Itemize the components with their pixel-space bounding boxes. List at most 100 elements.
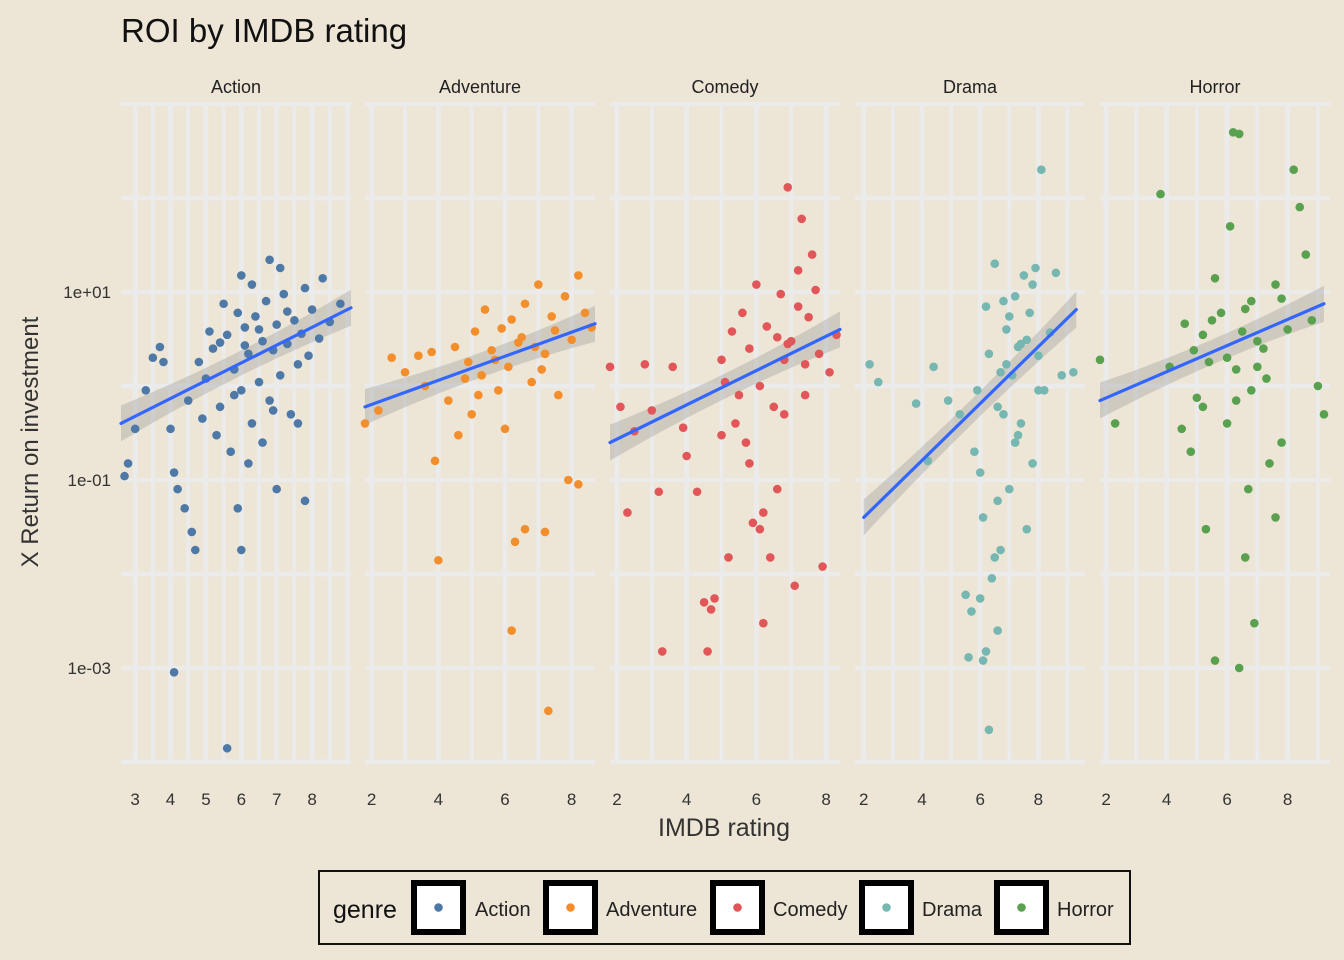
trend-line: [1098, 302, 1326, 403]
data-point: [141, 386, 151, 395]
data-point: [1240, 553, 1250, 562]
data-point: [222, 330, 232, 340]
data-point: [258, 438, 267, 447]
legend: genre Action Adventure Comedy Drama Horror: [318, 870, 1131, 945]
data-point: [169, 468, 179, 477]
data-point: [990, 259, 1000, 269]
data-point: [640, 360, 650, 369]
data-point: [1110, 419, 1120, 428]
data-point: [1180, 319, 1190, 329]
legend-label: Comedy: [773, 899, 847, 921]
panel-action: Action 3 4 5 6 7 8: [119, 77, 353, 809]
data-point: [825, 367, 834, 377]
data-point: [254, 377, 264, 387]
data-point: [1204, 357, 1214, 367]
data-point: [975, 594, 985, 603]
data-point: [293, 419, 303, 428]
data-point: [279, 289, 289, 299]
data-point: [477, 370, 486, 380]
data-point: [183, 396, 193, 405]
data-point: [300, 283, 310, 293]
data-point: [1034, 386, 1043, 395]
x-tick-label: 4: [434, 790, 443, 809]
data-point: [307, 305, 317, 314]
data-point: [1005, 312, 1014, 321]
x-tick-label: 8: [821, 790, 830, 809]
data-point: [500, 424, 510, 434]
data-point: [1022, 524, 1032, 534]
data-point: [272, 320, 281, 329]
data-point: [517, 332, 526, 342]
data-point: [1307, 315, 1317, 325]
x-tick-label: 2: [859, 790, 868, 809]
facet-label-adventure: Adventure: [439, 77, 521, 97]
legend-swatch: [566, 903, 575, 912]
data-point: [1156, 189, 1165, 199]
x-tick-label: 7: [272, 790, 281, 809]
data-point: [237, 271, 246, 280]
data-point: [724, 553, 733, 562]
data-point: [692, 487, 702, 497]
x-tick-label: 3: [130, 790, 139, 809]
data-point: [804, 312, 813, 322]
data-point: [155, 342, 165, 352]
data-point: [169, 668, 179, 677]
facet-label-horror: Horror: [1189, 77, 1240, 97]
x-tick-label: 6: [975, 790, 984, 809]
data-point: [470, 327, 480, 336]
legend-title: genre: [333, 896, 397, 924]
x-axis-label: IMDB rating: [658, 814, 790, 842]
y-tick-label: 1e-03: [68, 659, 111, 678]
data-point: [272, 484, 281, 494]
x-tick-label: 2: [367, 790, 376, 809]
data-point: [430, 456, 440, 466]
data-point: [1240, 304, 1250, 314]
data-point: [173, 484, 182, 494]
data-point: [1277, 294, 1286, 303]
data-point: [755, 524, 765, 534]
data-point: [120, 471, 129, 481]
data-point: [616, 402, 625, 412]
data-point: [240, 341, 250, 350]
data-point: [233, 308, 243, 318]
data-point: [993, 402, 1002, 412]
data-point: [727, 327, 737, 336]
legend-items: Action Adventure Comedy Drama Horror: [411, 880, 1114, 935]
data-point: [1010, 438, 1020, 447]
panel-drama: Drama 2 4 6 8: [855, 77, 1085, 809]
legend-key: [859, 880, 914, 935]
data-point: [772, 484, 782, 494]
x-tick-label: 4: [166, 790, 175, 809]
data-point: [550, 326, 560, 335]
data-point: [999, 296, 1008, 306]
data-point: [703, 647, 712, 656]
legend-box: [318, 870, 1131, 945]
data-point: [981, 302, 991, 311]
data-point: [984, 725, 994, 735]
data-point: [1010, 292, 1020, 301]
data-point: [1210, 273, 1220, 283]
data-point: [987, 574, 997, 583]
data-point: [1198, 402, 1208, 412]
data-point: [807, 250, 817, 259]
x-tick-label: 6: [752, 790, 761, 809]
data-point: [336, 299, 345, 309]
legend-item-drama: Drama: [859, 880, 983, 935]
data-point: [706, 605, 716, 614]
data-point: [1283, 325, 1292, 334]
data-point: [180, 503, 189, 513]
data-point: [1231, 396, 1241, 405]
data-point: [460, 374, 470, 383]
x-tick-label: 6: [500, 790, 509, 809]
data-point: [219, 299, 228, 309]
data-point: [564, 475, 573, 485]
data-point: [1022, 335, 1032, 345]
data-point: [996, 367, 1005, 377]
data-point: [793, 302, 803, 311]
data-point: [212, 430, 221, 440]
y-axis-ticks: 1e+01 1e-01 1e-03: [63, 283, 111, 678]
data-point: [1222, 419, 1232, 428]
data-point: [560, 292, 570, 301]
data-point: [1057, 370, 1067, 380]
data-point: [194, 357, 204, 367]
